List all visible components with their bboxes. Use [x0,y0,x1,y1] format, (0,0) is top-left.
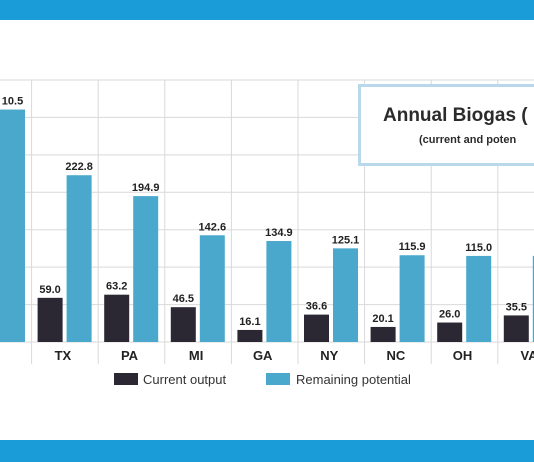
category-label: GA [253,348,273,363]
bar-current [370,326,396,342]
data-label-potential: 115.9 [399,241,426,253]
data-label-current: 59.0 [39,284,60,296]
category-label: MI [189,348,203,363]
data-label-current: 63.2 [106,281,127,293]
bar-potential [333,248,358,342]
bar-current [437,322,463,342]
chart-subtitle: (current and poten [419,134,517,146]
bar-current [37,297,63,342]
bar-current [304,314,329,342]
bar-current [170,307,196,342]
data-label-current: 26.0 [439,309,460,321]
data-label-potential: 115.0 [465,242,492,254]
data-label-current: 16.1 [239,316,260,328]
top-band [0,0,534,20]
category-label: PA [121,348,139,363]
chart-title-box: Annual Biogas ( (current and poten [358,84,534,166]
category-label: NC [387,348,406,363]
bar-potential [66,175,92,342]
legend-label-current: Current output [143,372,226,387]
legend: Current output Remaining potential [114,372,411,387]
bar-chart: 10.5.59.0222.8TX63.2194.9PA46.5142.6MI16… [0,79,534,387]
chart-title: Annual Biogas ( [383,105,528,126]
legend-swatch-potential [266,373,290,385]
data-label-current: 20.1 [372,313,393,325]
grid-layer [0,79,534,364]
bar-current [104,294,130,342]
data-label-potential: 222.8 [65,161,93,173]
data-label-potential: 10.5 [2,96,23,108]
legend-swatch-current [114,373,138,385]
bar-potential [266,241,292,342]
legend-label-potential: Remaining potential [296,372,411,387]
category-label: NY [320,348,338,363]
bar-potential [0,109,25,342]
bars-layer [0,109,534,342]
category-label: TX [55,348,72,363]
data-label-potential: 125.1 [332,234,360,246]
data-label-current: 36.6 [306,301,327,313]
category-label: VA [521,348,534,363]
bar-current [237,329,263,342]
data-label-current: 35.5 [506,301,527,313]
bar-current [503,315,529,342]
bar-potential [466,255,492,342]
bottom-band [0,440,534,462]
bar-potential [532,255,534,342]
data-label-potential: 142.6 [199,221,227,233]
bar-potential [133,196,159,342]
labels-layer: 10.5.59.0222.8TX63.2194.9PA46.5142.6MI16… [2,96,534,363]
category-label: OH [453,348,473,363]
data-label-current: 46.5 [173,293,194,305]
data-label-potential: 194.9 [132,182,160,194]
data-label-potential: 134.9 [265,227,293,239]
bar-potential [399,255,425,342]
bar-potential [199,235,225,342]
